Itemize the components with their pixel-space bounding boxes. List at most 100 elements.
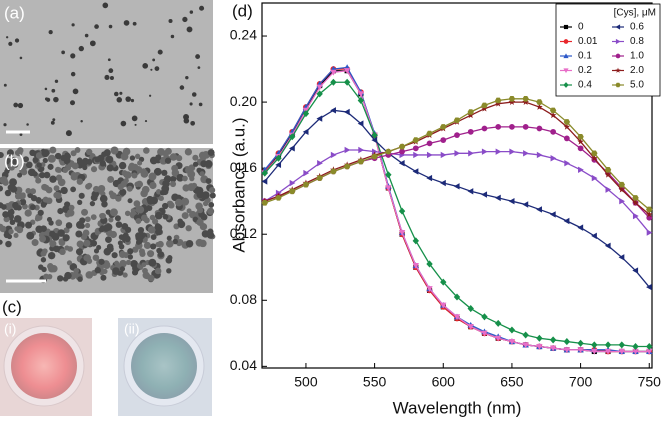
particle (106, 164, 114, 172)
marker (358, 146, 365, 154)
marker (615, 24, 621, 30)
particle (53, 185, 60, 192)
particle (201, 191, 210, 199)
particle (176, 155, 183, 162)
particle (137, 181, 143, 188)
particle (80, 120, 83, 123)
marker (289, 179, 296, 187)
particle (70, 150, 77, 157)
particle (189, 10, 194, 14)
particle (147, 250, 155, 258)
marker (453, 117, 461, 124)
legend-label: 0.6 (630, 22, 644, 33)
particle (168, 202, 175, 209)
particle (49, 146, 57, 154)
particle (134, 153, 141, 160)
particle (67, 209, 75, 217)
particle (131, 172, 138, 179)
marker (494, 319, 502, 327)
particle (81, 208, 89, 216)
marker (399, 148, 405, 155)
particle (76, 240, 84, 248)
particle (150, 234, 157, 241)
marker (522, 342, 529, 349)
particle (162, 202, 169, 210)
marker (343, 68, 351, 74)
particle (175, 198, 183, 207)
particle (162, 213, 169, 220)
particle (90, 214, 97, 221)
marker (591, 232, 597, 240)
particle (153, 167, 162, 176)
marker (289, 145, 295, 152)
particle (100, 274, 107, 281)
particle (35, 177, 42, 184)
photo-label: (ii) (124, 321, 140, 337)
particle (143, 241, 151, 250)
particle (49, 230, 56, 237)
marker (453, 183, 460, 190)
particle (13, 232, 19, 238)
marker (440, 278, 447, 286)
particle (40, 257, 47, 263)
marker (509, 123, 515, 130)
particle (135, 217, 142, 224)
particle (137, 160, 143, 166)
particle (136, 237, 143, 245)
particle (25, 161, 33, 169)
particle (30, 204, 36, 211)
particle (26, 231, 35, 240)
particle (201, 230, 210, 238)
particle (71, 162, 79, 170)
marker (618, 181, 625, 188)
marker (467, 109, 474, 115)
particle (119, 266, 126, 272)
marker (398, 207, 406, 215)
particle (189, 175, 195, 182)
particle (142, 206, 149, 213)
particle (155, 241, 161, 248)
particle (25, 221, 33, 229)
particle (117, 183, 124, 191)
x-tick-label: 600 (432, 374, 456, 390)
particle (19, 56, 23, 60)
marker (632, 348, 639, 355)
marker (481, 330, 488, 337)
particle (14, 38, 20, 43)
marker (550, 128, 557, 135)
particle (17, 221, 23, 227)
marker (618, 186, 626, 193)
particle (77, 276, 83, 282)
particle (64, 271, 72, 280)
particle (185, 75, 189, 80)
particle (169, 180, 177, 188)
particle (43, 273, 50, 280)
particle (12, 201, 19, 209)
particle (124, 226, 132, 234)
marker (564, 160, 571, 167)
particle (132, 21, 137, 26)
marker (604, 242, 611, 249)
marker (467, 188, 474, 195)
particle (66, 260, 73, 266)
particle (107, 176, 115, 183)
particle (65, 130, 72, 137)
particle (83, 239, 91, 247)
particle (0, 185, 4, 192)
particle (189, 102, 193, 106)
marker (481, 125, 488, 132)
marker (289, 188, 296, 195)
particle (76, 178, 84, 185)
particle (94, 267, 102, 274)
panel-label: (d) (232, 1, 253, 20)
marker (632, 343, 639, 351)
particle (148, 258, 157, 267)
particle (164, 157, 172, 164)
particle (123, 177, 129, 184)
marker (481, 105, 488, 112)
particle (29, 149, 36, 157)
particle (166, 235, 172, 241)
particle (90, 166, 98, 173)
particle (53, 96, 59, 103)
